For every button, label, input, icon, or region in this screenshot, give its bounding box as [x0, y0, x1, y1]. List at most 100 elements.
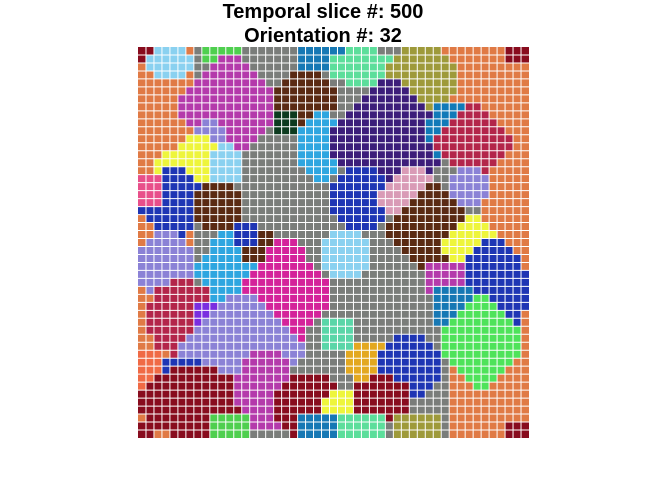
grid-cell	[313, 254, 322, 263]
grid-cell	[257, 47, 266, 56]
grid-cell	[305, 398, 314, 407]
grid-cell	[217, 350, 226, 359]
grid-cell	[497, 118, 506, 127]
grid-cell	[513, 350, 522, 359]
grid-cell	[145, 334, 155, 343]
grid-cell	[313, 358, 322, 367]
grid-cell	[521, 230, 529, 239]
grid-cell	[393, 302, 402, 311]
grid-cell	[257, 374, 266, 383]
grid-cell	[385, 430, 394, 438]
grid-cell	[465, 166, 474, 175]
grid-cell	[265, 382, 274, 391]
grid-cell	[369, 62, 378, 71]
grid-cell	[505, 54, 514, 64]
grid-cell	[209, 374, 218, 383]
grid-cell	[169, 406, 178, 415]
grid-cell	[241, 406, 250, 415]
grid-cell	[289, 222, 298, 231]
grid-cell	[337, 246, 346, 255]
grid-cell	[265, 326, 274, 335]
grid-cell	[257, 406, 266, 415]
grid-cell	[393, 262, 402, 271]
grid-cell	[425, 190, 434, 199]
grid-cell	[289, 230, 298, 239]
grid-cell	[513, 406, 522, 415]
grid-cell	[449, 310, 458, 319]
grid-cell	[417, 350, 426, 359]
grid-cell	[153, 422, 162, 431]
grid-cell	[233, 366, 242, 375]
grid-cell	[209, 398, 218, 407]
grid-cell	[457, 422, 466, 431]
grid-cell	[321, 366, 330, 375]
grid-cell	[433, 230, 442, 239]
grid-cell	[489, 102, 498, 111]
grid-cell	[225, 78, 234, 87]
grid-cell	[225, 406, 234, 415]
grid-cell	[345, 246, 354, 255]
grid-cell	[217, 166, 226, 175]
grid-cell	[329, 150, 338, 159]
grid-cell	[169, 310, 178, 319]
grid-cell	[265, 254, 274, 263]
grid-cell	[321, 126, 330, 135]
grid-cell	[513, 278, 522, 287]
grid-cell	[505, 390, 514, 399]
grid-cell	[177, 158, 186, 167]
grid-cell	[329, 174, 338, 183]
grid-cell	[169, 70, 178, 79]
grid-cell	[209, 430, 218, 438]
grid-cell	[433, 118, 442, 127]
grid-cell	[329, 358, 338, 367]
grid-cell	[473, 174, 482, 183]
grid-cell	[289, 390, 298, 399]
grid-cell	[169, 382, 178, 391]
grid-cell	[353, 350, 362, 359]
grid-cell	[305, 150, 314, 159]
grid-cell	[345, 230, 354, 239]
grid-cell	[281, 238, 290, 247]
grid-cell	[361, 414, 370, 423]
grid-cell	[289, 158, 298, 167]
grid-cell	[337, 414, 346, 423]
grid-cell	[321, 326, 330, 335]
grid-cell	[321, 118, 330, 127]
grid-cell	[193, 262, 202, 271]
grid-cell	[361, 366, 370, 375]
grid-cell	[145, 270, 155, 279]
grid-cell	[153, 366, 162, 375]
grid-cell	[497, 342, 506, 351]
grid-cell	[273, 422, 282, 431]
grid-cell	[441, 86, 450, 95]
grid-cell	[217, 382, 226, 391]
grid-cell	[329, 230, 338, 239]
grid-cell	[497, 142, 506, 151]
grid-cell	[273, 158, 282, 167]
grid-cell	[313, 94, 322, 103]
grid-cell	[409, 118, 418, 127]
grid-cell	[385, 230, 394, 239]
grid-cell	[233, 382, 242, 391]
grid-cell	[177, 342, 186, 351]
grid-cell	[353, 166, 362, 175]
grid-cell	[297, 78, 306, 87]
grid-cell	[185, 142, 194, 151]
grid-cell	[289, 262, 298, 271]
grid-cell	[401, 278, 410, 287]
grid-cell	[249, 134, 258, 143]
grid-cell	[209, 47, 218, 56]
grid-cell	[481, 174, 490, 183]
grid-cell	[161, 214, 170, 223]
grid-cell	[401, 254, 410, 263]
grid-cell	[441, 246, 450, 255]
grid-cell	[353, 262, 362, 271]
grid-cell	[433, 414, 442, 423]
grid-cell	[417, 190, 426, 199]
grid-cell	[289, 366, 298, 375]
grid-cell	[169, 270, 178, 279]
grid-cell	[273, 94, 282, 103]
grid-cell	[505, 134, 514, 143]
grid-cell	[449, 142, 458, 151]
grid-cell	[521, 102, 529, 111]
